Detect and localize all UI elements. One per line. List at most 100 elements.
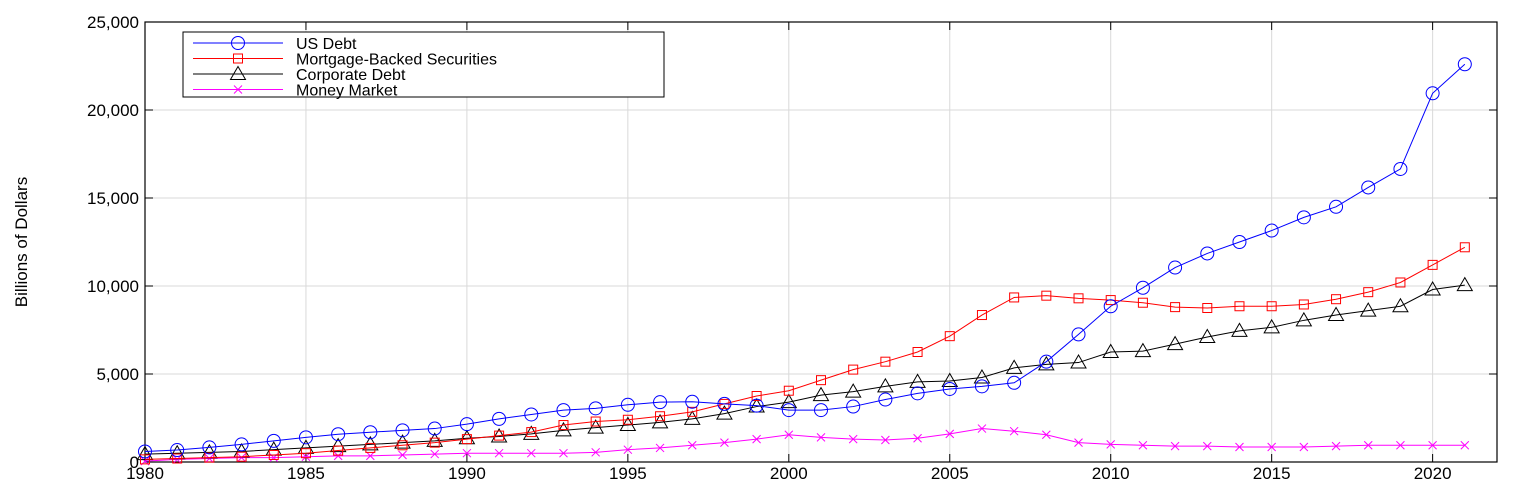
data-point <box>140 454 150 465</box>
data-point <box>623 445 633 455</box>
y-tick-label: 25,000 <box>87 13 139 32</box>
data-point <box>298 430 313 445</box>
data-point <box>976 310 987 321</box>
x-tick-label: 1980 <box>126 464 164 483</box>
data-point <box>426 432 444 447</box>
data-point <box>398 450 407 460</box>
data-point <box>1005 359 1023 374</box>
data-point <box>459 417 474 432</box>
legend-entry: Money Market <box>193 83 398 100</box>
data-point <box>329 437 347 453</box>
data-point <box>556 403 571 418</box>
x-marker-stroke <box>333 451 343 461</box>
x-marker-stroke <box>172 455 182 464</box>
data-point <box>588 401 603 416</box>
data-point <box>622 414 633 425</box>
data-point <box>558 420 569 431</box>
data-point <box>651 413 669 429</box>
data-point <box>683 410 701 425</box>
x-marker-stroke <box>237 453 246 462</box>
series-line <box>144 63 1466 452</box>
data-point <box>333 445 344 456</box>
data-point <box>1138 440 1148 450</box>
data-point <box>912 347 923 357</box>
data-point <box>816 375 826 386</box>
data-point <box>494 430 505 441</box>
data-point <box>1202 303 1213 313</box>
x-marker-stroke <box>591 447 601 457</box>
data-point <box>202 440 217 455</box>
x-tick-label: 2010 <box>1092 464 1130 483</box>
data-point <box>687 406 698 417</box>
data-point <box>1170 441 1180 451</box>
data-point <box>848 364 859 375</box>
x-marker-stroke <box>1041 430 1051 440</box>
data-point <box>138 444 152 459</box>
x-marker-stroke <box>1299 442 1309 452</box>
data-point <box>784 430 794 440</box>
legend-label: Money Market <box>296 83 398 100</box>
x-marker-stroke <box>1202 441 1212 451</box>
data-point <box>1074 438 1083 447</box>
data-point <box>1232 235 1247 249</box>
data-point <box>1396 440 1405 450</box>
x-marker-stroke <box>1106 440 1116 449</box>
data-point <box>1070 354 1087 369</box>
data-point <box>977 424 987 433</box>
data-point <box>1007 375 1022 390</box>
x-tick-label: 2000 <box>770 464 808 483</box>
data-point <box>1105 295 1116 306</box>
data-point <box>430 449 440 459</box>
data-point <box>333 451 343 461</box>
data-point <box>880 356 891 367</box>
data-point <box>1392 297 1409 313</box>
data-point <box>848 434 858 444</box>
data-point <box>716 405 733 420</box>
x-marker-stroke <box>526 448 536 458</box>
data-point <box>1329 199 1344 214</box>
data-point <box>752 434 761 444</box>
x-marker-stroke <box>816 433 826 442</box>
data-point <box>1299 442 1309 452</box>
x-marker-stroke <box>784 430 794 440</box>
legend-marker <box>231 36 245 50</box>
x-marker-stroke <box>301 452 311 462</box>
data-point <box>462 448 472 458</box>
data-point <box>1298 299 1309 310</box>
data-point <box>1202 441 1212 451</box>
x-marker-stroke <box>881 435 890 445</box>
data-point <box>1266 301 1277 312</box>
data-point <box>204 452 215 463</box>
data-point <box>913 433 922 443</box>
data-point <box>655 443 665 453</box>
x-marker-stroke <box>1363 440 1373 450</box>
data-point <box>878 392 893 407</box>
data-point <box>844 383 862 398</box>
data-point <box>1361 180 1376 195</box>
data-point <box>1267 442 1277 452</box>
data-point <box>266 433 281 448</box>
data-point <box>301 452 311 462</box>
data-point <box>1198 328 1216 344</box>
x-marker-stroke <box>1460 440 1470 450</box>
data-point <box>685 394 700 409</box>
legend-marker <box>233 85 243 94</box>
data-point <box>590 416 601 427</box>
data-point <box>300 448 311 459</box>
data-point <box>783 385 794 396</box>
data-point <box>1456 276 1474 292</box>
y-tick-label: 15,000 <box>87 189 139 208</box>
data-point <box>620 397 635 412</box>
data-point <box>1235 442 1244 452</box>
y-tick-label: 0 <box>130 453 139 472</box>
x-marker-stroke <box>1170 441 1180 451</box>
data-point <box>780 393 798 409</box>
x-marker-stroke <box>1267 442 1277 452</box>
plot-area-frame <box>144 21 1498 463</box>
series-lines <box>136 57 1474 466</box>
data-point <box>973 369 991 384</box>
x-marker-stroke <box>1235 442 1244 452</box>
x-tick-label: 2005 <box>931 464 969 483</box>
data-point <box>1363 440 1373 450</box>
data-point <box>236 451 247 462</box>
